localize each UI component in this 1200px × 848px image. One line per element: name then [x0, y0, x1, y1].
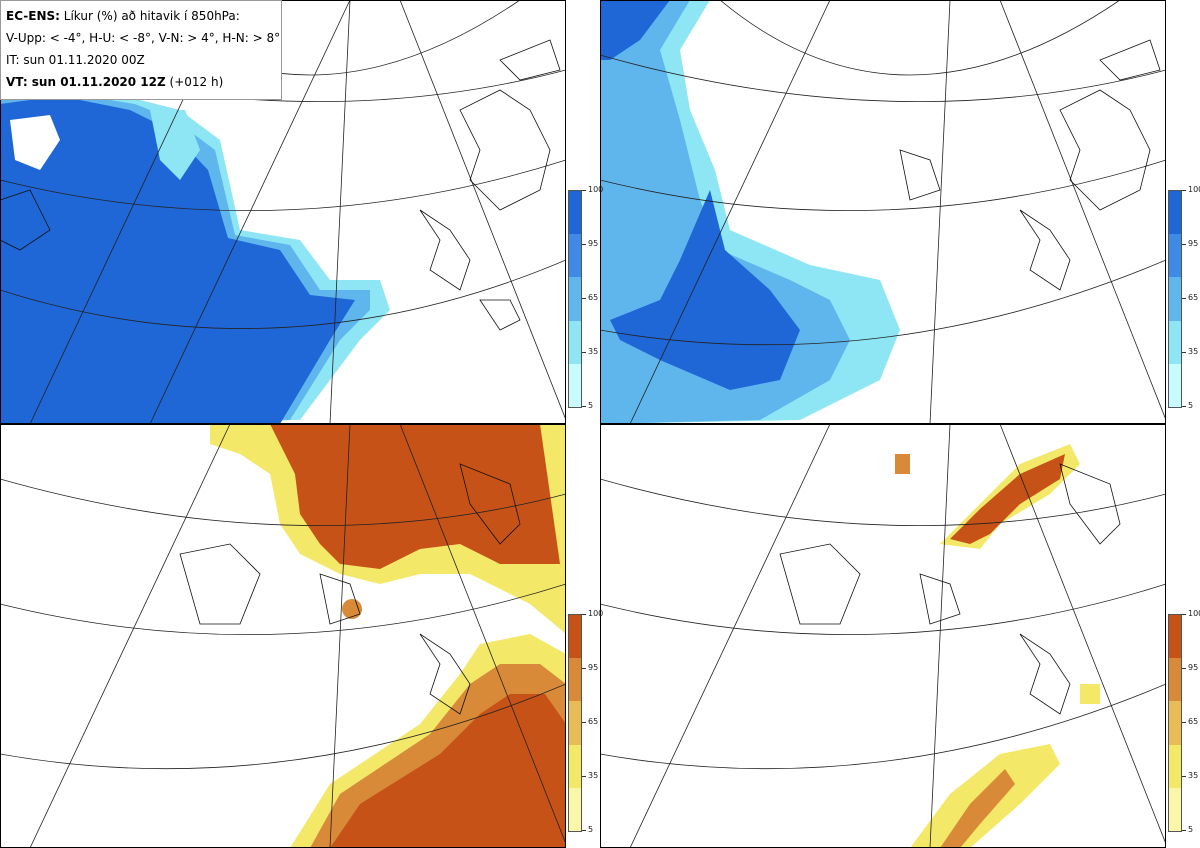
colorbar-warm-tick-label: 35: [588, 771, 599, 780]
colorbar-warm-right-segment: [1169, 658, 1181, 702]
colorbar-cold-segment: [569, 363, 581, 407]
colorbar-warm-right-tick-mark: [1182, 776, 1186, 777]
legend-valid-line: VT: sun 01.11.2020 12Z (+012 h): [6, 71, 276, 93]
graticule: [0, 424, 566, 848]
colorbar-warm-right-tick-mark: [1182, 830, 1186, 831]
colorbar-warm-tick-label: 65: [588, 717, 599, 726]
colorbar-cold-right-tick-label: 100: [1188, 185, 1200, 194]
colorbar-cold-tick-mark: [582, 406, 586, 407]
colorbar-warm-tick-mark: [582, 830, 586, 831]
colorbar-warm-tick-mark: [582, 614, 586, 615]
colorbar-cold-right-tick-label: 95: [1188, 239, 1199, 248]
colorbar-warm-gradient: [568, 614, 582, 832]
colorbar-warm-right-tick-label: 65: [1188, 717, 1199, 726]
colorbar-warm-right-gradient: [1168, 614, 1182, 832]
prob-region-warm-south-mid: [940, 769, 1015, 848]
colorbar-cold-right-tick-mark: [1182, 406, 1186, 407]
colorbar-cold-right-tick-label: 5: [1188, 401, 1194, 410]
colorbar-warm-right-tick-mark: [1182, 668, 1186, 669]
colorbar-cold-right-tick-mark: [1182, 244, 1186, 245]
colorbar-warm-right-segment: [1169, 787, 1181, 831]
colorbar-warm-tick-mark: [582, 668, 586, 669]
colorbar-warm-segment: [569, 787, 581, 831]
colorbar-cold-right-tick-mark: [1182, 352, 1186, 353]
prob-region-warm-north-high: [270, 424, 560, 569]
colorbar-cold-right-segment: [1169, 363, 1181, 407]
colorbar-warm-segment: [569, 744, 581, 788]
probability-map-warm-4: [0, 424, 566, 848]
coastlines: [779, 463, 1121, 715]
colorbar-warm-tick-label: 95: [588, 663, 599, 672]
colorbar-warm-right-tick-mark: [1182, 722, 1186, 723]
colorbar-cold-right-segment: [1169, 234, 1181, 278]
colorbar-warm-right-tick-label: 100: [1188, 609, 1200, 618]
colorbar-cold-tick-label: 65: [588, 293, 599, 302]
colorbar-cold-tick-mark: [582, 244, 586, 245]
legend-valid-bold: VT: sun 01.11.2020 12Z: [6, 75, 166, 89]
colorbar-cold-right-segment: [1169, 277, 1181, 321]
prob-region-high: [600, 0, 670, 60]
colorbar-cold-tick-mark: [582, 352, 586, 353]
colorbar-cold-segment: [569, 320, 581, 364]
colorbar-warm-tick-label: 100: [588, 609, 604, 618]
graticule: [600, 424, 1166, 848]
prob-hole-baffin: [150, 110, 200, 180]
map-panel-v-n: [0, 424, 566, 848]
colorbar-warm-right-tick-mark: [1182, 614, 1186, 615]
colorbar-cold-tick-label: 35: [588, 347, 599, 356]
colorbar-warm-right-segment: [1169, 744, 1181, 788]
coastlines: [899, 39, 1161, 291]
coastlines: [0, 39, 561, 331]
map-panel-h-u: [600, 0, 1166, 424]
colorbar-cold-segment: [569, 191, 581, 235]
legend-valid-rest: (+012 h): [169, 75, 224, 89]
colorbar-warm-segment: [569, 615, 581, 659]
colorbar-cold-right-segment: [1169, 320, 1181, 364]
colorbar-warm-tick-label: 5: [588, 825, 594, 834]
colorbar-cold-right-tick-mark: [1182, 190, 1186, 191]
colorbar-cold-gradient: [568, 190, 582, 408]
prob-spot-south: [1080, 684, 1100, 704]
colorbar-cold-tick-mark: [582, 298, 586, 299]
coastlines: [179, 463, 521, 715]
colorbar-warm-right-tick-label: 35: [1188, 771, 1199, 780]
legend-init-time: IT: sun 01.11.2020 00Z: [6, 53, 145, 67]
map-panel-h-n: [600, 424, 1166, 848]
colorbar-warm-right-tick-label: 5: [1188, 825, 1194, 834]
colorbar-cold-right-gradient: [1168, 190, 1182, 408]
colorbar-cold-segment: [569, 234, 581, 278]
prob-hole-greenland: [10, 115, 60, 170]
colorbar-cold-right-segment: [1169, 191, 1181, 235]
prob-region-warm-south-high: [330, 694, 566, 848]
colorbar-cold-right-tick-label: 65: [1188, 293, 1199, 302]
colorbar-warm-right-tick-label: 95: [1188, 663, 1199, 672]
legend-title-bold: EC-ENS:: [6, 9, 60, 23]
colorbar-warm-segment: [569, 658, 581, 702]
colorbar-cold-tick-label: 5: [588, 401, 594, 410]
colorbar-cold-tick-mark: [582, 190, 586, 191]
prob-region-high: [0, 96, 355, 424]
colorbar-warm-right-segment: [1169, 615, 1181, 659]
colorbar-cold-segment: [569, 277, 581, 321]
map-panel-v-upp: [0, 0, 566, 424]
prob-spot-iceland: [342, 599, 362, 619]
legend-thresholds: V-Upp: < -4°, H-U: < -8°, V-N: > 4°, H-N…: [6, 31, 281, 45]
graticule: [600, 0, 1166, 424]
probability-map-cold-8: [600, 0, 1166, 424]
prob-region-high-2: [610, 190, 800, 390]
legend-box: EC-ENS: Líkur (%) að hitavik í 850hPa: V…: [0, 0, 282, 100]
colorbar-warm-right-segment: [1169, 701, 1181, 745]
prob-region-warm-north-high: [950, 454, 1065, 544]
prob-spot-north: [895, 454, 910, 474]
colorbar-warm-tick-mark: [582, 776, 586, 777]
colorbar-cold-right-tick-label: 35: [1188, 347, 1199, 356]
colorbar-warm-tick-mark: [582, 722, 586, 723]
probability-map-warm-8: [600, 424, 1166, 848]
legend-title-rest: Líkur (%) að hitavik í 850hPa:: [63, 9, 240, 23]
colorbar-warm-segment: [569, 701, 581, 745]
legend-title-line: EC-ENS: Líkur (%) að hitavik í 850hPa:: [6, 5, 276, 27]
colorbar-cold-right-tick-mark: [1182, 298, 1186, 299]
colorbar-cold-tick-label: 95: [588, 239, 599, 248]
colorbar-cold-tick-label: 100: [588, 185, 604, 194]
